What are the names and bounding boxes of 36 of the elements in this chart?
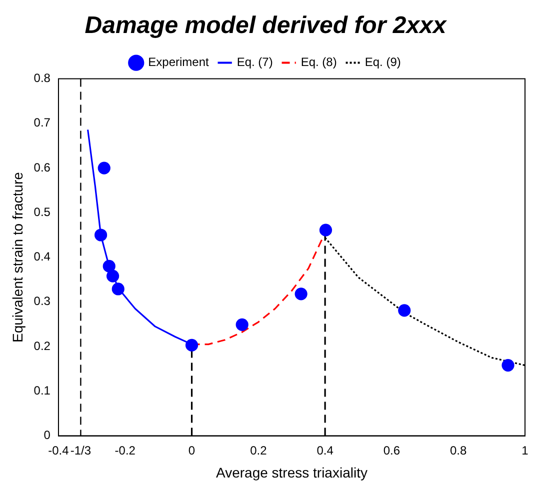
- y-tick-label: 0.6: [34, 160, 51, 174]
- legend-label: Experiment: [148, 55, 210, 70]
- y-tick-label: 0.3: [34, 294, 51, 308]
- y-tick-label: 0.8: [34, 71, 51, 86]
- x-tick-label: 0.8: [450, 443, 468, 458]
- point: [112, 282, 124, 296]
- legend-label: Eq. (8): [300, 55, 337, 70]
- x-axis-title: Average stress triaxiality: [216, 464, 368, 480]
- y-tick-label: 0.4: [34, 250, 51, 264]
- legend-label: Eq. (9): [364, 55, 401, 70]
- y-tick-label: 0.5: [34, 204, 51, 219]
- y-tick-label: 0.7: [34, 116, 51, 130]
- point: [236, 318, 248, 331]
- x-tick-label: 0.6: [383, 443, 400, 458]
- point: [106, 270, 120, 282]
- point: [319, 224, 332, 236]
- y-tick-label: 0.2: [34, 338, 51, 353]
- y-tick-label: 0: [44, 428, 51, 442]
- x-tick-label: -1/3: [70, 443, 92, 458]
- x-tick-label: 0.2: [250, 443, 268, 458]
- legend-label: Eq. (7): [236, 55, 273, 70]
- x-tick-label: 0: [188, 443, 196, 458]
- point: [398, 304, 411, 317]
- point: [294, 288, 308, 300]
- y-tick-label: 0.1: [34, 383, 51, 398]
- point: [98, 162, 110, 174]
- chart-title: Damage model derived for 2xxx: [84, 12, 448, 40]
- point: [185, 338, 198, 352]
- point: [102, 260, 116, 273]
- y-axis-title: Equivalent strain to fracture: [9, 172, 26, 343]
- x-tick-label: -0.4: [48, 443, 70, 458]
- x-tick-label: 1: [522, 443, 529, 458]
- point: [502, 358, 514, 372]
- x-tick-label: -0.2: [114, 443, 136, 458]
- x-tick-label: 0.4: [316, 443, 334, 458]
- point: [94, 228, 108, 242]
